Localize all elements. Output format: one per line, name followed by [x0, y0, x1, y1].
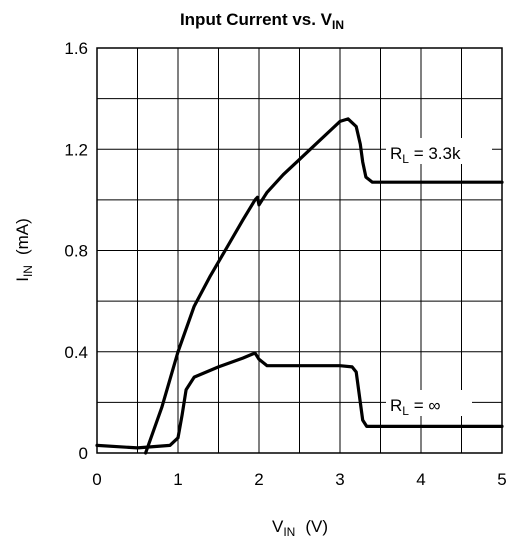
- x-tick-labels: 0 1 2 3 4 5: [92, 470, 506, 489]
- x-tick-label: 2: [254, 470, 263, 489]
- grid: [97, 48, 502, 453]
- series-group: [95, 117, 504, 455]
- series-label-rl-33k: RL = 3.3k: [390, 144, 461, 166]
- x-tick-label: 1: [173, 470, 182, 489]
- chart-title: Input Current vs. VIN: [180, 10, 344, 32]
- series-line-rl-inf: [95, 351, 504, 450]
- y-axis-label: IIN(mA): [13, 218, 35, 282]
- plot-frame: [96, 47, 503, 454]
- y-tick-label: 1.2: [64, 140, 88, 159]
- series-label-bg-rl-33k: [386, 138, 492, 164]
- series-label-rl-inf: RL = ∞: [390, 396, 440, 418]
- x-tick-label: 4: [416, 470, 425, 489]
- y-tick-label: 0: [79, 444, 88, 463]
- series-line-rl-33k: [144, 117, 504, 455]
- series-label-bg-rl-inf: [386, 390, 472, 416]
- y-tick-label: 0.8: [64, 242, 88, 261]
- x-axis-label: VIN (V): [272, 517, 328, 539]
- x-tick-label: 5: [497, 470, 506, 489]
- x-tick-label: 0: [92, 470, 101, 489]
- y-tick-label: 0.4: [64, 343, 88, 362]
- x-tick-label: 3: [335, 470, 344, 489]
- y-tick-labels: 0 0.4 0.8 1.2 1.6: [64, 39, 88, 463]
- y-tick-label: 1.6: [64, 39, 88, 58]
